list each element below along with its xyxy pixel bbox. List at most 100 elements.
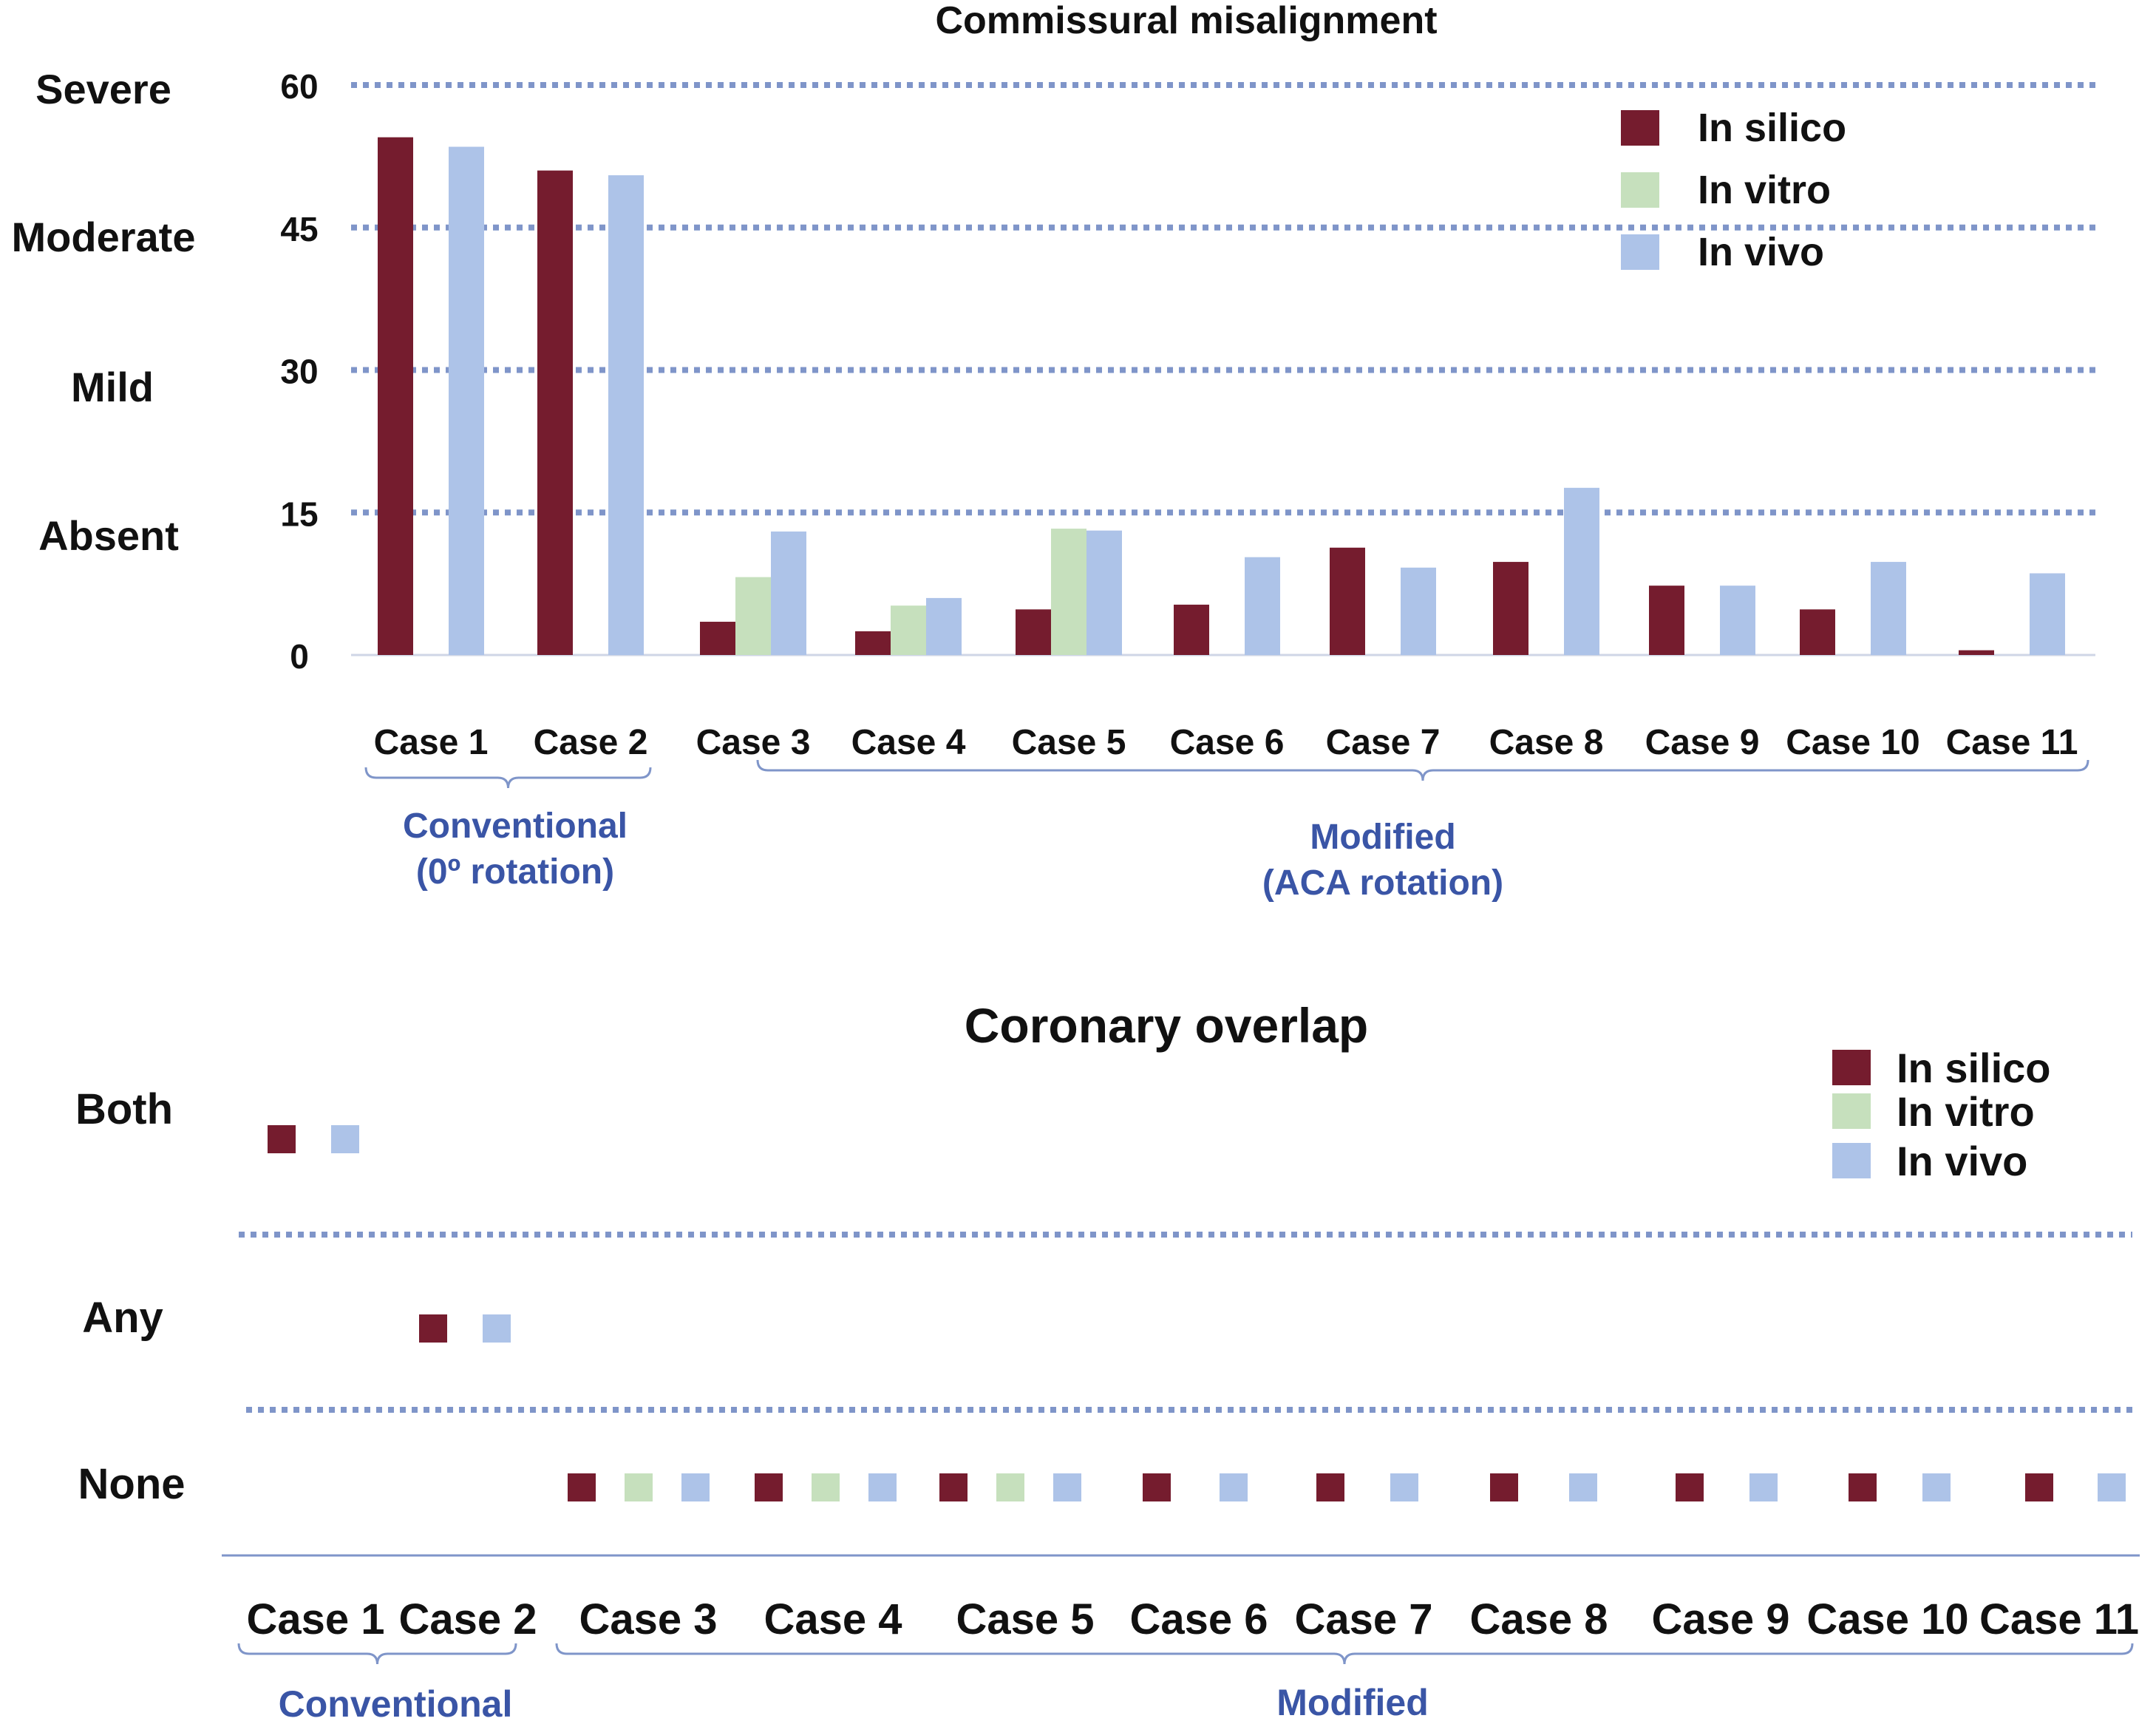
top-group-label-conventional: Conventional (403, 807, 628, 846)
top-severity-label: Severe (35, 66, 171, 112)
top-x-tick-label: Case 6 (1170, 723, 1285, 762)
bottom-group-label-conventional: Conventional (279, 1683, 513, 1724)
bottom-x-tick-label: Case 9 (1651, 1595, 1789, 1643)
bottom-x-tick-label: Case 8 (1469, 1595, 1608, 1643)
top-legend-label: In silico (1698, 106, 1846, 150)
bottom-marker (1676, 1473, 1704, 1501)
top-group-label-conventional-rotation: (0º rotation) (416, 852, 614, 892)
bottom-marker (1316, 1473, 1344, 1501)
bottom-chart-title: Coronary overlap (965, 998, 1369, 1053)
top-modified-bracket (756, 759, 2089, 781)
top-bar (700, 622, 735, 655)
top-bars (378, 137, 2065, 656)
top-x-tick-label: Case 11 (1946, 723, 2078, 762)
top-bar (608, 175, 644, 655)
top-bar (855, 631, 891, 655)
top-bar (926, 597, 962, 655)
bottom-level-label: Any (82, 1294, 163, 1342)
top-legend-swatch (1621, 234, 1659, 270)
bottom-marker (1220, 1473, 1248, 1501)
top-y-tick-label: 60 (280, 67, 318, 106)
bottom-marker (268, 1125, 296, 1153)
top-x-tick-label: Case 9 (1645, 723, 1760, 762)
top-bar (537, 170, 573, 655)
top-bar (1871, 562, 1906, 655)
bottom-marker (681, 1473, 710, 1501)
bottom-conventional-bracket (237, 1643, 517, 1665)
top-x-tick-label: Case 5 (1012, 723, 1126, 762)
top-group-label-modified-rotation: (ACA rotation) (1262, 863, 1503, 903)
top-group-brackets: Conventional (0º rotation) Modified (ACA ro… (364, 759, 2089, 903)
top-y-tick-label: 45 (280, 210, 318, 248)
bottom-markers (268, 1125, 2126, 1501)
top-bar (2030, 573, 2065, 655)
top-x-tick-label: Case 10 (1786, 723, 1919, 762)
coronary-overlap-chart: Coronary overlap Both Any None Case 1 Case … (75, 998, 2140, 1724)
bottom-legend-swatch (1832, 1093, 1871, 1129)
bottom-marker (812, 1473, 840, 1501)
bottom-marker (1490, 1473, 1518, 1501)
top-x-tick-label: Case 1 (374, 723, 489, 762)
bottom-marker (1390, 1473, 1418, 1501)
bottom-marker (568, 1473, 596, 1501)
bottom-marker (2025, 1473, 2053, 1501)
bottom-marker (1143, 1473, 1171, 1501)
top-legend-swatch (1621, 110, 1659, 146)
top-bar (735, 577, 771, 655)
top-y-tick-label: 30 (280, 353, 318, 391)
top-x-tick-label: Case 3 (696, 723, 811, 762)
bottom-marker (1849, 1473, 1877, 1501)
bottom-marker (1053, 1473, 1081, 1501)
bottom-marker (1569, 1473, 1597, 1501)
top-chart-title: Commissural misalignment (935, 0, 1437, 42)
top-bar (1051, 529, 1086, 655)
top-severity-label: Absent (38, 512, 179, 559)
bottom-x-tick-label: Case 11 (1979, 1595, 2139, 1643)
top-bar (378, 137, 413, 656)
top-bar (1564, 487, 1599, 655)
bottom-legend-swatch (1832, 1143, 1871, 1178)
bottom-marker (2098, 1473, 2126, 1501)
bottom-group-label-modified: Modified (1276, 1682, 1429, 1723)
top-bar (1800, 609, 1835, 655)
top-severity-label: Moderate (12, 214, 196, 260)
top-conventional-bracket (364, 767, 652, 789)
top-x-tick-label: Case 4 (851, 723, 966, 762)
bottom-modified-bracket (555, 1643, 2134, 1665)
bottom-legend-label: In vivo (1897, 1138, 2027, 1184)
bottom-x-tick-label: Case 2 (398, 1595, 537, 1643)
bottom-x-tick-label: Case 7 (1294, 1595, 1432, 1643)
top-bar (1245, 557, 1280, 655)
bottom-x-tick-label: Case 1 (246, 1595, 384, 1643)
top-bar (771, 531, 806, 655)
bottom-x-tick-label: Case 5 (956, 1595, 1094, 1643)
top-bar (1330, 547, 1365, 655)
top-bar (1016, 609, 1051, 655)
top-bar (1493, 562, 1528, 655)
bottom-gridlines (222, 1232, 2140, 1557)
top-x-tick-labels: Case 1 Case 2 Case 3 Case 4 Case 5 Case 6 Case… (374, 723, 2078, 762)
top-bar (1401, 567, 1436, 655)
bottom-marker (868, 1473, 897, 1501)
bottom-marker (939, 1473, 968, 1501)
bottom-marker (1749, 1473, 1778, 1501)
bottom-x-tick-label: Case 10 (1806, 1595, 1968, 1643)
bottom-level-label: None (78, 1460, 186, 1508)
bottom-level-label: Both (75, 1085, 173, 1133)
bottom-legend-label: In vitro (1897, 1088, 2035, 1135)
top-y-tick-label: 0 (290, 637, 309, 676)
top-legend-label: In vitro (1698, 168, 1831, 212)
bottom-level-labels: Both Any None (75, 1085, 186, 1508)
top-severity-labels: Severe Moderate Mild Absent (12, 66, 196, 559)
top-legend-label: In vivo (1698, 230, 1824, 274)
top-bar (891, 605, 926, 655)
top-x-tick-label: Case 8 (1489, 723, 1604, 762)
top-legend: In silico In vitro In vivo (1621, 106, 1846, 274)
top-bar (1174, 604, 1209, 655)
bottom-marker (331, 1125, 359, 1153)
bottom-legend-label: In silico (1897, 1045, 2051, 1091)
top-group-label-modified: Modified (1310, 818, 1455, 857)
bottom-legend-swatch (1832, 1050, 1871, 1085)
